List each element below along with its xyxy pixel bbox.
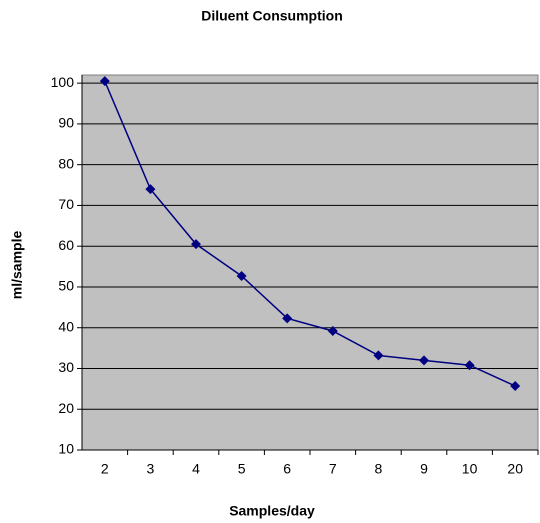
x-tick-label: 4: [192, 461, 200, 477]
plot-area: [81, 74, 539, 451]
x-tick-label: 7: [329, 461, 337, 477]
y-tick-label: 10: [58, 441, 74, 457]
marker: [282, 313, 293, 324]
y-tick-label: 90: [58, 115, 74, 131]
line: [104, 80, 516, 387]
y-tick-label: 100: [51, 74, 75, 90]
y-tick-label: 80: [58, 155, 74, 171]
x-tick-label: 6: [283, 461, 291, 477]
x-tick-label: 10: [462, 461, 478, 477]
marker: [145, 184, 156, 195]
y-tick-label: 70: [58, 196, 74, 212]
marker: [510, 381, 521, 392]
y-axis-label: ml/sample: [9, 231, 25, 300]
marker: [191, 239, 201, 250]
y-tick-label: 20: [58, 400, 74, 416]
x-tick-label: 5: [238, 461, 246, 477]
marker: [464, 360, 475, 371]
y-tick-label: 40: [58, 318, 74, 334]
marker: [327, 325, 338, 336]
marker: [236, 270, 247, 281]
y-tick-label: 30: [58, 359, 74, 375]
y-tick-label: 50: [58, 278, 74, 294]
x-tick-label: 8: [375, 461, 383, 477]
x-axis-label: Samples/day: [229, 503, 315, 519]
x-tick-label: 9: [420, 461, 428, 477]
x-tick-label: 20: [507, 461, 523, 477]
marker: [373, 350, 384, 361]
chart-title: Diluent Consumption: [201, 8, 343, 24]
y-tick-label: 60: [58, 237, 74, 253]
marker: [99, 76, 110, 87]
marker: [419, 355, 429, 366]
x-tick-label: 3: [147, 461, 155, 477]
x-tick-label: 2: [101, 461, 109, 477]
